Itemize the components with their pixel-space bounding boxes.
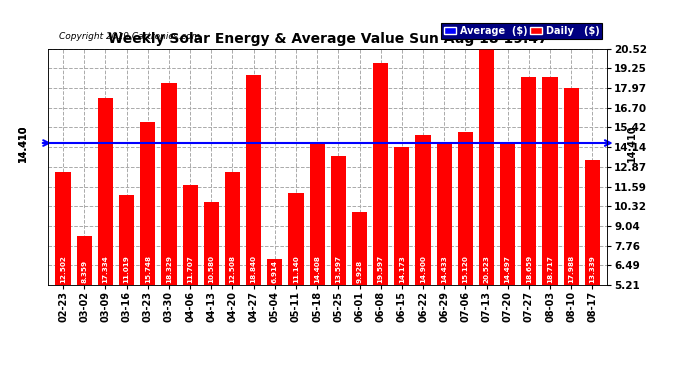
Bar [225, 172, 240, 285]
Text: Copyright 2019 Cartronics.com: Copyright 2019 Cartronics.com [59, 32, 200, 41]
Bar [267, 259, 282, 285]
Text: 11.707: 11.707 [187, 255, 193, 283]
Bar [584, 159, 600, 285]
Bar [564, 88, 579, 285]
Text: 11.019: 11.019 [124, 255, 130, 283]
Bar [98, 98, 113, 285]
Text: 18.329: 18.329 [166, 255, 172, 283]
Text: 20.523: 20.523 [484, 255, 489, 283]
Text: 17.988: 17.988 [568, 255, 574, 283]
Bar [479, 49, 494, 285]
Bar [415, 135, 431, 285]
Text: 14.433: 14.433 [441, 255, 447, 283]
Bar [394, 147, 409, 285]
Title: Weekly Solar Energy & Average Value Sun Aug 18 19:47: Weekly Solar Energy & Average Value Sun … [108, 32, 548, 46]
Text: 14.410: 14.410 [627, 124, 638, 162]
Bar [140, 122, 155, 285]
Text: 14.173: 14.173 [399, 255, 405, 283]
Text: 15.120: 15.120 [462, 255, 469, 283]
Bar [352, 212, 367, 285]
Text: 18.659: 18.659 [526, 254, 532, 283]
Text: 14.410: 14.410 [18, 124, 28, 162]
Text: 12.508: 12.508 [230, 255, 235, 283]
Text: 12.502: 12.502 [60, 255, 66, 283]
Bar [183, 185, 198, 285]
Text: 14.900: 14.900 [420, 255, 426, 283]
Text: 18.840: 18.840 [250, 255, 257, 283]
Bar [119, 195, 135, 285]
Bar [246, 75, 262, 285]
Bar [521, 78, 537, 285]
Bar [373, 63, 388, 285]
Bar [331, 156, 346, 285]
Text: 13.339: 13.339 [589, 255, 595, 283]
Text: 6.914: 6.914 [272, 260, 278, 283]
Text: 10.580: 10.580 [208, 255, 215, 283]
Bar [288, 194, 304, 285]
Text: 14.497: 14.497 [504, 255, 511, 283]
Bar [77, 236, 92, 285]
Bar [500, 142, 515, 285]
Bar [204, 202, 219, 285]
Text: 19.597: 19.597 [377, 255, 384, 283]
Legend: Average  ($), Daily   ($): Average ($), Daily ($) [441, 23, 602, 39]
Text: 11.140: 11.140 [293, 255, 299, 283]
Bar [457, 132, 473, 285]
Text: 9.928: 9.928 [357, 260, 362, 283]
Text: 17.334: 17.334 [102, 255, 108, 283]
Bar [437, 142, 452, 285]
Text: 8.359: 8.359 [81, 260, 88, 283]
Bar [542, 76, 558, 285]
Text: 14.408: 14.408 [314, 255, 320, 283]
Bar [161, 82, 177, 285]
Text: 18.717: 18.717 [547, 255, 553, 283]
Bar [55, 172, 71, 285]
Text: 15.748: 15.748 [145, 255, 151, 283]
Bar [310, 143, 325, 285]
Text: 14.410: 14.410 [18, 124, 28, 162]
Text: 13.597: 13.597 [335, 255, 342, 283]
